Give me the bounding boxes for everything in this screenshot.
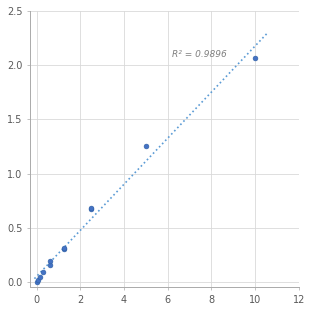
Point [61, 246, 66, 251]
Text: R² = 0.9896: R² = 0.9896 [172, 50, 227, 59]
Point [48, 259, 53, 264]
Point [89, 207, 94, 212]
Point [89, 206, 94, 211]
Point [253, 55, 258, 60]
Point [34, 280, 39, 285]
Point [144, 144, 149, 149]
Point [48, 262, 53, 267]
Point [61, 247, 66, 252]
Point [38, 274, 43, 279]
Point [36, 277, 41, 282]
Point [41, 270, 46, 275]
